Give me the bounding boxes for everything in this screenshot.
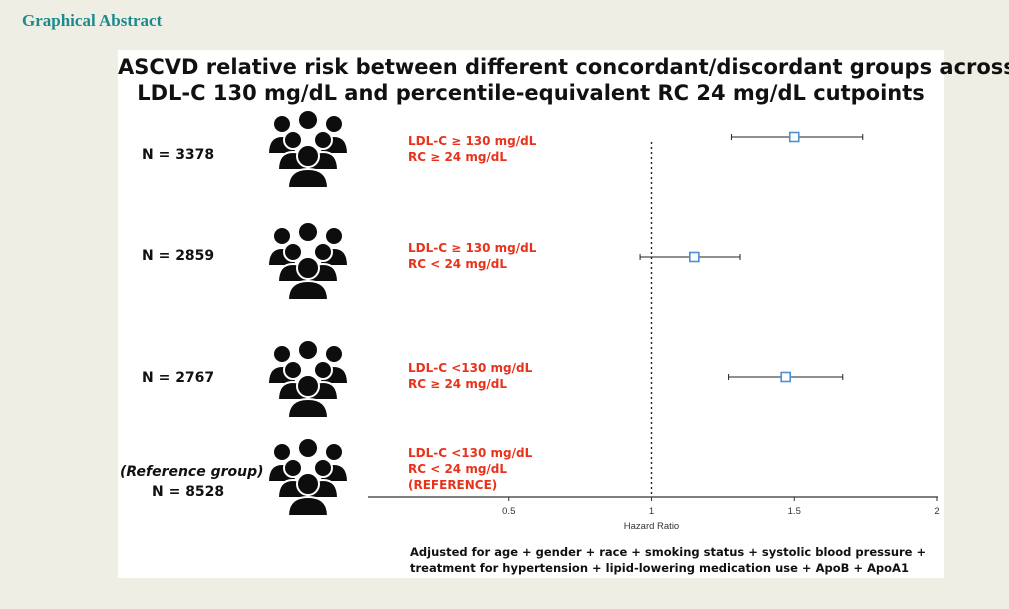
hazard-ratio-marker xyxy=(689,251,700,263)
group-label-row-3: LDL-C <130 mg/dL RC ≥ 24 mg/dL xyxy=(408,360,532,392)
adjustment-footnote: Adjusted for age + gender + race + smoki… xyxy=(410,545,927,575)
n-label-row-4: N = 8528 xyxy=(152,484,225,500)
ldl-criterion: LDL-C ≥ 130 mg/dL xyxy=(408,241,537,255)
rc-criterion: RC ≥ 24 mg/dL xyxy=(408,150,508,164)
x-tick-label: 0.5 xyxy=(502,506,515,517)
chart-title-line-1: ASCVD relative risk between different co… xyxy=(118,55,1009,79)
group-label-row-4: LDL-C <130 mg/dL RC < 24 mg/dL (REFERENC… xyxy=(408,445,532,493)
chart-title-line-2: LDL-C 130 mg/dL and percentile-equivalen… xyxy=(137,81,925,105)
n-label-row-2: N = 2859 xyxy=(142,248,215,264)
rc-criterion: RC < 24 mg/dL xyxy=(408,462,508,476)
hazard-ratio-marker xyxy=(780,371,791,383)
graphical-abstract-heading: Graphical Abstract xyxy=(22,11,163,30)
x-tick-label: 1.5 xyxy=(788,506,801,517)
n-label-row-3: N = 2767 xyxy=(142,370,215,386)
chart-title: ASCVD relative risk between different co… xyxy=(118,54,1009,106)
reference-group-label: (Reference group) xyxy=(120,464,264,480)
x-tick-label: 2 xyxy=(934,506,939,517)
rc-criterion: RC < 24 mg/dL xyxy=(408,257,508,271)
reference-tag: (REFERENCE) xyxy=(408,478,498,492)
x-axis-title: Hazard Ratio xyxy=(624,521,679,532)
group-label-row-1: LDL-C ≥ 130 mg/dL RC ≥ 24 mg/dL xyxy=(408,133,536,165)
ldl-criterion: LDL-C ≥ 130 mg/dL xyxy=(408,134,537,148)
x-tick-label: 1 xyxy=(649,506,654,517)
n-label-row-1: N = 3378 xyxy=(142,147,215,163)
abstract-card: ASCVD relative risk between different co… xyxy=(118,50,1009,578)
ldl-criterion: LDL-C <130 mg/dL xyxy=(408,361,533,375)
group-label-row-2: LDL-C ≥ 130 mg/dL RC < 24 mg/dL xyxy=(408,240,536,272)
ldl-criterion: LDL-C <130 mg/dL xyxy=(408,446,533,460)
forest-plot: 0.5 1 1.5 2 Hazard Ratio xyxy=(368,131,940,532)
rc-criterion: RC ≥ 24 mg/dL xyxy=(408,377,508,391)
hazard-ratio-marker xyxy=(788,131,800,143)
